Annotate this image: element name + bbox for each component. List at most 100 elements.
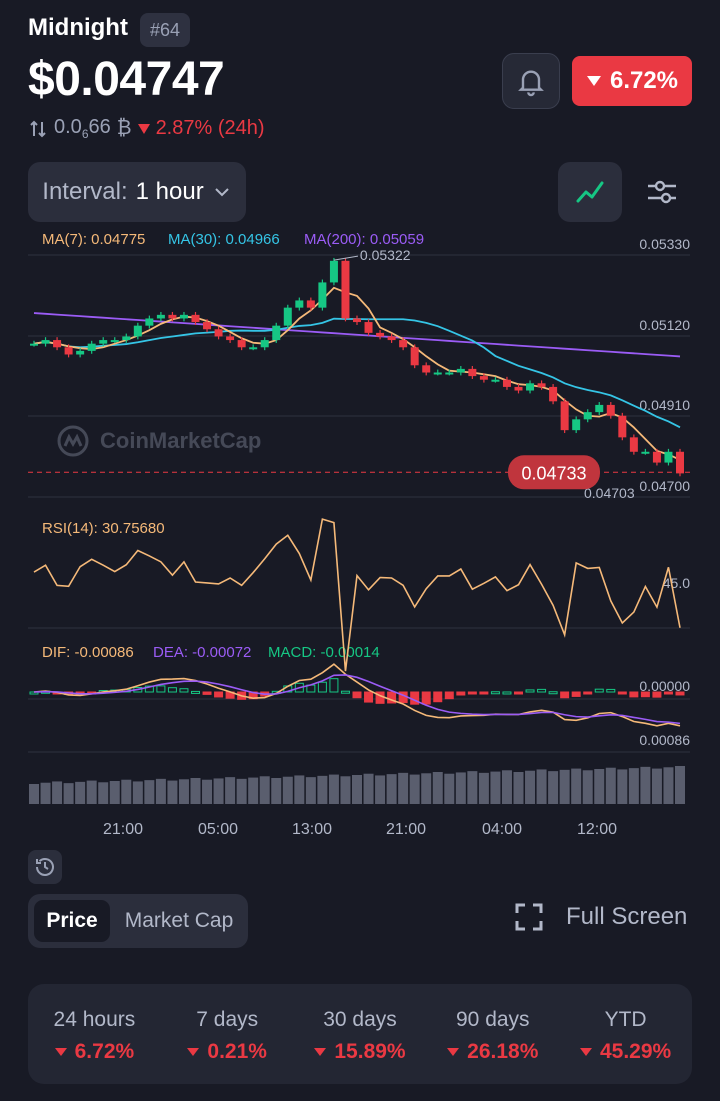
volume-bar [340, 776, 351, 804]
candle-body [502, 379, 511, 387]
candle-body [249, 347, 258, 350]
dif-line [33, 663, 681, 727]
volume-bar [305, 777, 316, 804]
low-marker-label: 0.04703 [584, 485, 635, 501]
macd-bar [191, 690, 200, 694]
volume-bar [444, 773, 455, 804]
price-axis-tick: 0.04910 [639, 397, 690, 413]
macd-bar [525, 689, 535, 693]
volume-bar [628, 768, 639, 804]
candle-body [145, 318, 154, 326]
volume-bar [75, 781, 86, 804]
candle-body [491, 379, 500, 382]
candle-body [179, 314, 188, 319]
ma200-label: MA(200): 0.05059 [304, 231, 425, 248]
interval-dropdown[interactable]: Interval: 1 hour [28, 162, 246, 222]
macd-bar [329, 678, 339, 693]
volume-bar [432, 772, 443, 804]
btc-price-row: 0.0666 ₿ 2.87% (24h) [28, 116, 265, 141]
macd-bar [490, 691, 500, 695]
volume-bar [651, 768, 662, 804]
volume-bar [467, 771, 478, 804]
macd-bar [433, 691, 443, 703]
candle-body [283, 307, 292, 326]
bell-icon [518, 70, 544, 97]
macd-bar [317, 681, 327, 693]
macd-bar [663, 691, 673, 695]
toggle-price[interactable]: Price [34, 900, 110, 942]
candle-body [399, 340, 408, 348]
volume-bar [478, 772, 489, 804]
perf-item: 7 days 0.21% [161, 984, 294, 1084]
volume-bar [409, 774, 420, 804]
volume-bar [640, 766, 651, 804]
chevron-down-icon [215, 188, 229, 197]
price-change-badge: 6.72% [572, 56, 692, 106]
candle-body [376, 332, 385, 337]
volume-bar [144, 780, 155, 804]
rsi-axis-tick: 45.0 [663, 575, 690, 591]
candle-body [479, 376, 488, 380]
macd-bar [294, 682, 304, 693]
volume-bar [363, 773, 374, 804]
line-chart-button[interactable] [558, 162, 622, 222]
volume-bar [386, 774, 397, 804]
candle-body [618, 415, 627, 438]
btc-change: 2.87% (24h) [155, 117, 265, 139]
volume-bar [86, 780, 97, 804]
dea-label: DEA: -0.00072 [153, 644, 252, 661]
ma30-label: MA(30): 0.04966 [168, 231, 280, 248]
price-axis-tick: 0.04700 [639, 478, 690, 494]
full-screen-button[interactable]: Full Screen [514, 902, 687, 932]
price-alert-button[interactable] [502, 53, 560, 109]
current-price: $0.04747 [28, 53, 225, 106]
candle-body [526, 383, 535, 391]
price-chart[interactable]: 0.05330 0.05120 0.04910 0.04700 0.05322 0.047… [0, 0, 720, 850]
volume-bar [455, 772, 466, 804]
candle-body [64, 347, 73, 355]
dif-label: DIF: -0.00086 [42, 644, 134, 661]
ma200-line [33, 312, 681, 358]
volume-bar [317, 775, 328, 804]
candle-body [110, 340, 119, 343]
price-marketcap-toggle[interactable]: Price Market Cap [28, 894, 248, 948]
high-marker-label: 0.05322 [360, 247, 411, 263]
time-axis-tick: 04:00 [482, 821, 522, 838]
volume-bar [525, 770, 536, 804]
volume-bar [398, 772, 409, 804]
price-axis-tick: 0.05120 [639, 317, 690, 333]
time-axis-tick: 05:00 [198, 821, 238, 838]
candle-body [260, 340, 269, 348]
time-axis-tick: 21:00 [386, 821, 426, 838]
sliders-icon [648, 180, 676, 204]
volume-bar [571, 768, 582, 804]
volume-bar [202, 779, 213, 804]
volume-bar [213, 778, 224, 804]
macd-bar [594, 688, 604, 693]
interval-label: Interval: [42, 178, 128, 205]
candle-body [272, 325, 281, 341]
toggle-market-cap[interactable]: Market Cap [124, 909, 234, 932]
caret-down-icon [586, 76, 601, 86]
interval-value: 1 hour [135, 178, 204, 205]
volume-bar [490, 771, 501, 804]
swap-arrows-icon [30, 120, 46, 137]
volume-bar [63, 783, 74, 804]
candle-body [122, 336, 131, 341]
history-button[interactable] [28, 850, 62, 884]
macd-bar [179, 688, 189, 693]
time-axis-tick: 13:00 [292, 821, 332, 838]
chart-settings-button[interactable] [636, 162, 688, 222]
candle-body [664, 451, 673, 463]
time-axis-tick: 12:00 [577, 821, 617, 838]
candle-body [99, 340, 108, 344]
candle-body [329, 260, 338, 283]
macd-bar [583, 691, 593, 695]
macd-bar [606, 688, 616, 693]
volume-bar [328, 774, 339, 804]
volume-bar [501, 770, 512, 804]
volume-bar [248, 777, 259, 804]
expand-icon [515, 903, 543, 931]
perf-item: 24 hours 6.72% [53, 1008, 136, 1063]
volume-bar [98, 782, 109, 804]
